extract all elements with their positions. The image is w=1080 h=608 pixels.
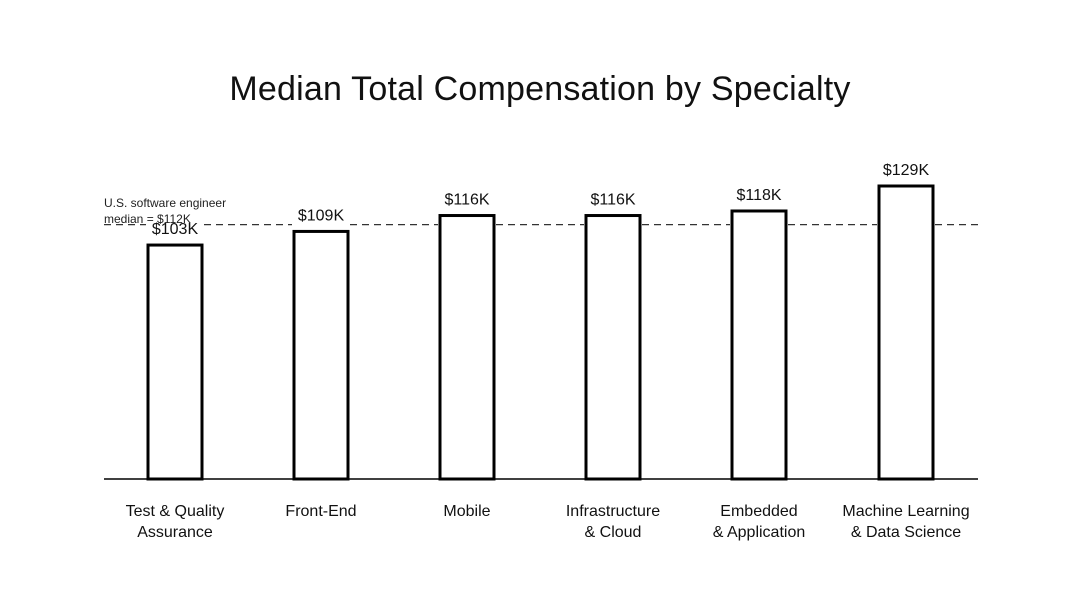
bar — [438, 214, 496, 481]
category-label: Mobile — [443, 503, 490, 520]
category-label: Infrastructure — [566, 503, 660, 520]
category-label: & Application — [713, 524, 806, 541]
reference-line-label: median = $112K — [104, 212, 191, 226]
category-label: Assurance — [137, 524, 213, 541]
category-label: Machine Learning — [842, 503, 969, 520]
category-label: & Data Science — [851, 524, 961, 541]
bar-value-label: $129K — [883, 162, 930, 179]
reference-line-label: U.S. software engineer — [104, 196, 226, 210]
reference-line-group: U.S. software engineer median = $112K — [104, 196, 978, 226]
category-label: & Cloud — [585, 524, 642, 541]
category-label: Test & Quality — [126, 503, 225, 520]
chart-title: Median Total Compensation by Specialty — [229, 70, 851, 108]
bar — [146, 243, 204, 481]
bar — [584, 214, 642, 481]
bar-value-label: $118K — [736, 187, 781, 204]
bar — [292, 229, 350, 481]
category-label: Embedded — [720, 503, 797, 520]
bars-group — [146, 184, 935, 481]
labels-group: $103K Test & Quality Assurance $109K Front-E… — [126, 162, 970, 541]
bar-value-label: $116K — [590, 192, 635, 209]
bar — [877, 184, 935, 481]
bar-value-label: $109K — [298, 207, 345, 224]
category-label: Front-End — [285, 503, 356, 520]
bar — [730, 209, 788, 481]
bar-value-label: $116K — [444, 192, 489, 209]
bar-value-label: $103K — [152, 221, 199, 238]
